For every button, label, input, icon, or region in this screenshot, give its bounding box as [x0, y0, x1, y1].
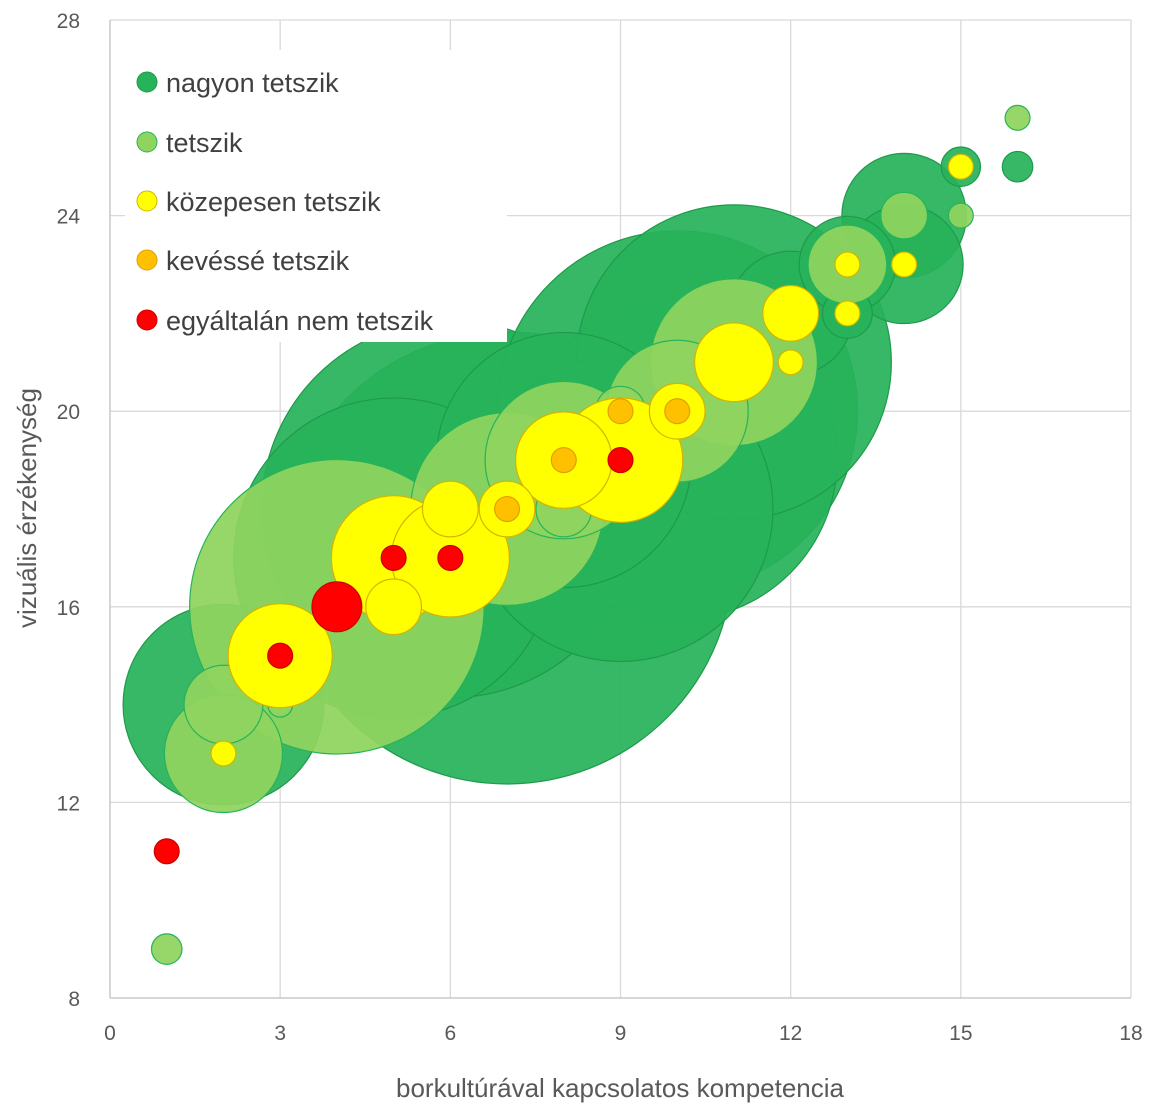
- y-tick-label: 16: [57, 597, 80, 620]
- bubble-kozepesen-tetszik: [421, 480, 479, 538]
- bubble-kozepesen-tetszik: [210, 740, 237, 767]
- x-tick-label: 0: [104, 1022, 116, 1045]
- legend-label-nagyon-tetszik: nagyon tetszik: [166, 68, 339, 98]
- y-tick-label: 20: [57, 401, 80, 424]
- bubble-kozepesen-tetszik: [693, 322, 774, 403]
- y-tick-label: 12: [57, 792, 80, 815]
- legend-label-kozepesen-tetszik: közepesen tetszik: [166, 187, 381, 217]
- legend-label-kevesse-tetszik: kevéssé tetszik: [166, 246, 350, 276]
- bubble-egyaltalan-nem-tetszik: [437, 544, 464, 571]
- legend-marker-kozepesen-tetszik: [136, 190, 158, 212]
- bubble-kevesse-tetszik: [664, 398, 691, 425]
- legend-marker-egyaltalan-nem-tetszik: [136, 309, 158, 331]
- legend-marker-tetszik: [136, 131, 158, 153]
- bubble-egyaltalan-nem-tetszik: [311, 581, 363, 633]
- legend-label-egyaltalan-nem-tetszik: egyáltalán nem tetszik: [166, 306, 434, 336]
- bubble-egyaltalan-nem-tetszik: [380, 544, 407, 571]
- axes: 0 3 6 9 12 15 18 8 12 16 20 24 28: [57, 10, 1143, 1045]
- x-tick-label: 6: [444, 1022, 456, 1045]
- bubble-kozepesen-tetszik: [834, 251, 861, 278]
- bubble-egyaltalan-nem-tetszik: [153, 838, 180, 865]
- legend-background: [125, 50, 507, 342]
- bubble-tetszik: [880, 191, 928, 240]
- bubble-egyaltalan-nem-tetszik: [607, 447, 634, 474]
- bubble-tetszik: [947, 202, 974, 229]
- x-tick-label: 12: [779, 1022, 802, 1045]
- bubble-egyaltalan-nem-tetszik: [267, 642, 294, 669]
- legend-marker-kevesse-tetszik: [136, 249, 158, 271]
- bubble-kozepesen-tetszik: [762, 284, 820, 342]
- bubbles: [122, 104, 1034, 965]
- bubble-kozepesen-tetszik: [947, 153, 974, 180]
- y-axis-title: vizuális érzékenység: [12, 388, 42, 628]
- y-tick-label: 24: [57, 206, 81, 229]
- bubble-kozepesen-tetszik: [891, 251, 918, 278]
- bubble-kevesse-tetszik: [494, 495, 521, 523]
- bubble-kozepesen-tetszik: [365, 578, 423, 636]
- bubble-kozepesen-tetszik: [777, 349, 804, 376]
- legend-label-tetszik: tetszik: [166, 128, 243, 158]
- x-tick-label: 15: [949, 1022, 972, 1045]
- bubble-tetszik: [150, 933, 183, 965]
- legend-marker-nagyon-tetszik: [136, 71, 158, 93]
- bubble-tetszik: [1004, 104, 1031, 131]
- legend: nagyon tetszik tetszik közepesen tetszik…: [125, 50, 507, 342]
- bubble-nagyon-tetszik: [1001, 150, 1034, 183]
- y-tick-label: 28: [57, 10, 80, 33]
- bubble-kozepesen-tetszik: [834, 300, 861, 327]
- bubble-kevesse-tetszik: [607, 398, 634, 425]
- x-tick-label: 18: [1119, 1022, 1142, 1045]
- y-tick-label: 8: [68, 988, 80, 1011]
- x-tick-label: 9: [615, 1022, 627, 1045]
- x-tick-label: 3: [274, 1022, 286, 1045]
- x-axis-title: borkultúrával kapcsolatos kompetencia: [396, 1073, 845, 1103]
- bubble-kevesse-tetszik: [550, 447, 577, 474]
